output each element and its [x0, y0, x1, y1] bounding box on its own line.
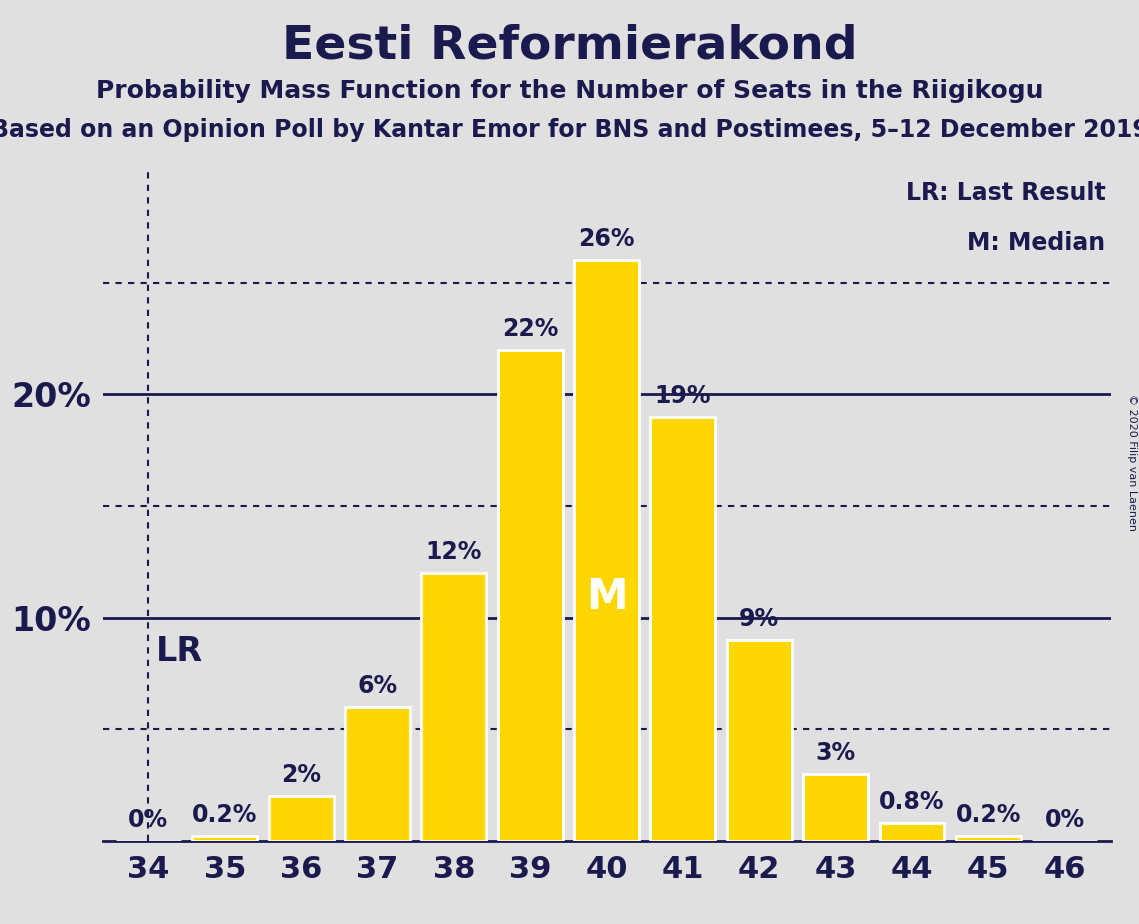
Text: 2%: 2% — [281, 763, 321, 787]
Text: LR: Last Result: LR: Last Result — [906, 181, 1106, 205]
Text: 26%: 26% — [579, 227, 634, 251]
Text: Eesti Reformierakond: Eesti Reformierakond — [281, 23, 858, 68]
Text: 22%: 22% — [502, 317, 558, 341]
Text: Probability Mass Function for the Number of Seats in the Riigikogu: Probability Mass Function for the Number… — [96, 79, 1043, 103]
Text: 0.2%: 0.2% — [192, 804, 257, 828]
Bar — [345, 707, 410, 841]
Text: 6%: 6% — [358, 674, 398, 698]
Text: M: M — [585, 576, 628, 618]
Bar — [727, 640, 792, 841]
Text: 0.8%: 0.8% — [879, 790, 944, 814]
Bar — [574, 261, 639, 841]
Text: 9%: 9% — [739, 607, 779, 631]
Text: 0%: 0% — [129, 808, 169, 832]
Text: LR: LR — [156, 635, 203, 667]
Bar — [498, 349, 563, 841]
Text: 0.2%: 0.2% — [956, 804, 1021, 828]
Text: 12%: 12% — [426, 540, 482, 564]
Bar — [269, 796, 334, 841]
Bar — [879, 823, 944, 841]
Text: M: Median: M: Median — [967, 231, 1106, 255]
Bar — [650, 417, 715, 841]
Text: 0%: 0% — [1044, 808, 1084, 832]
Bar — [956, 836, 1021, 841]
Bar — [803, 774, 868, 841]
Text: Based on an Opinion Poll by Kantar Emor for BNS and Postimees, 5–12 December 201: Based on an Opinion Poll by Kantar Emor … — [0, 118, 1139, 142]
Text: 3%: 3% — [816, 741, 855, 765]
Text: 19%: 19% — [655, 383, 711, 407]
Bar — [421, 573, 486, 841]
Text: © 2020 Filip van Laenen: © 2020 Filip van Laenen — [1126, 394, 1137, 530]
Bar — [192, 836, 257, 841]
